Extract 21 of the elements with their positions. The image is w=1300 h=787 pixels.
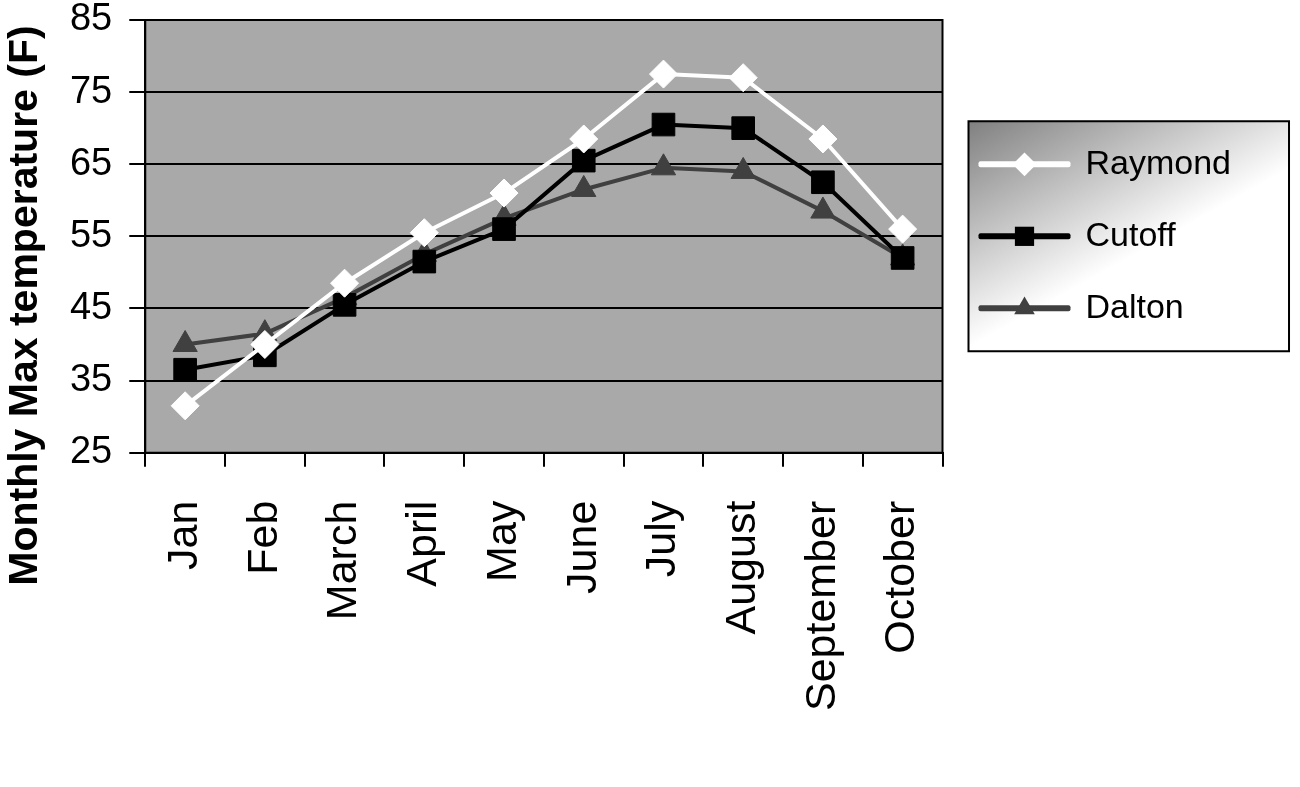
y-tick-label: 75 [69,68,113,111]
x-tick-label: September [795,500,844,711]
y-tick-label: 45 [69,284,113,327]
legend-label: Dalton [1085,286,1184,325]
y-tick-label: 55 [69,212,113,255]
x-tick-label: May [476,500,525,582]
x-tick-label: August [716,500,765,635]
y-tick-label: 25 [69,429,113,472]
y-tick-label: 85 [69,0,113,39]
legend-label: Raymond [1085,142,1232,181]
y-tick-label: 65 [69,140,113,183]
x-tick-label: October [875,500,924,654]
y-tick-label: 35 [69,357,113,400]
x-tick-label: April [397,500,446,587]
y-axis-title: Monthly Max temperature (F) [0,25,47,586]
x-tick-label: March [317,500,366,621]
x-tick-label: July [636,500,685,578]
x-tick-label: Feb [237,500,286,575]
legend-label: Cutoff [1085,214,1177,253]
x-tick-label: Jan [157,500,206,570]
x-tick-label: June [556,500,605,594]
